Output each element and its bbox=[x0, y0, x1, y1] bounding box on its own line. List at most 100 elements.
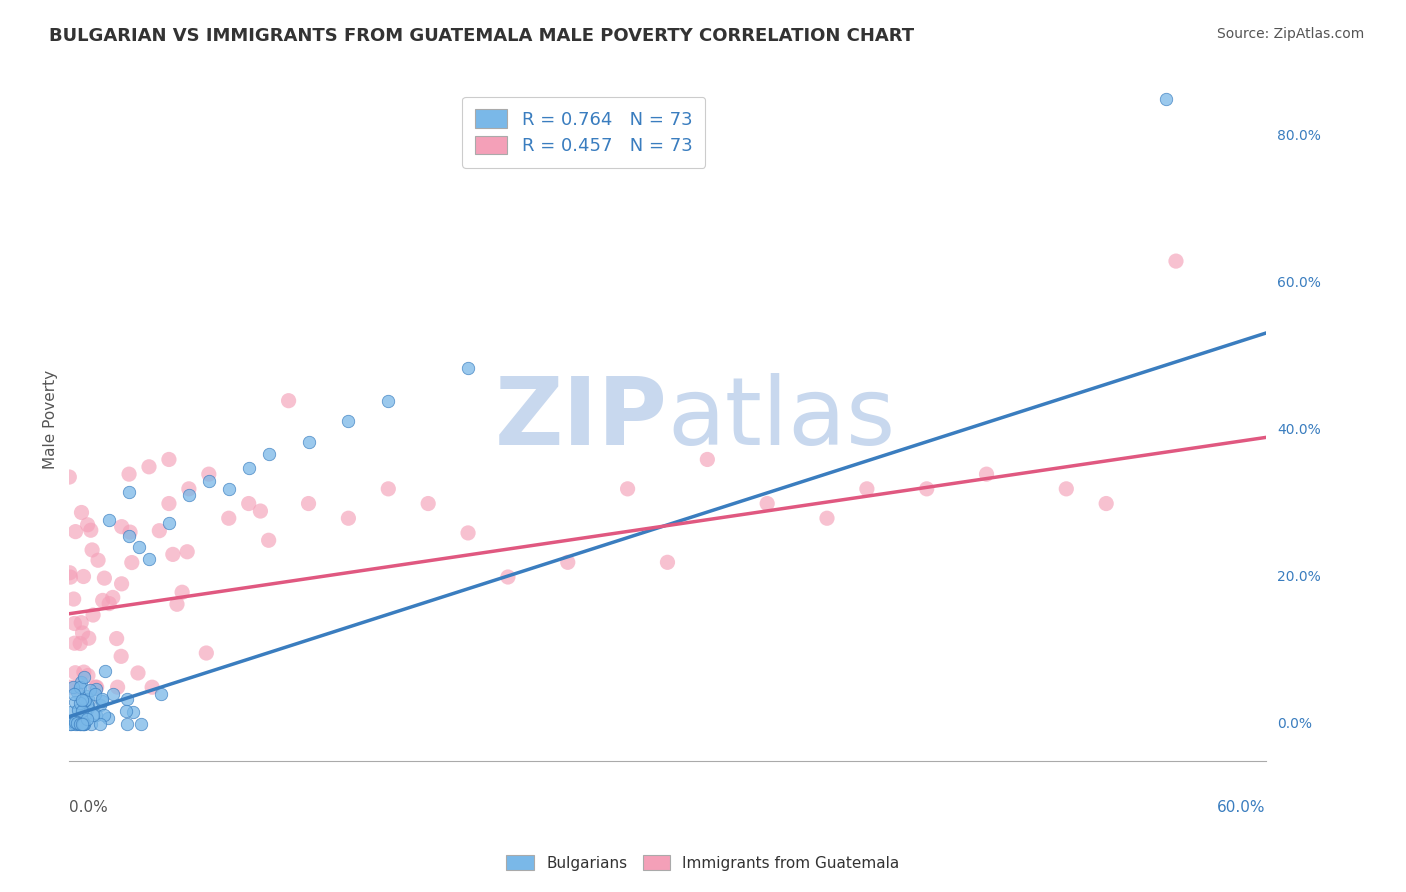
Point bbox=[93, 708, 115, 723]
Point bbox=[75, 690, 97, 704]
Point bbox=[65, 680, 87, 694]
Point bbox=[66, 716, 89, 731]
Point bbox=[249, 504, 271, 518]
Point bbox=[157, 516, 180, 530]
Point bbox=[166, 597, 188, 611]
Point bbox=[297, 497, 319, 511]
Point bbox=[1154, 93, 1177, 107]
Point bbox=[84, 680, 107, 694]
Point bbox=[218, 511, 240, 525]
Point bbox=[657, 555, 679, 569]
Point bbox=[1164, 254, 1187, 268]
Point bbox=[72, 717, 94, 731]
Point bbox=[115, 704, 138, 718]
Point bbox=[238, 497, 260, 511]
Text: BULGARIAN VS IMMIGRANTS FROM GUATEMALA MALE POVERTY CORRELATION CHART: BULGARIAN VS IMMIGRANTS FROM GUATEMALA M… bbox=[49, 27, 914, 45]
Point bbox=[457, 361, 479, 376]
Point bbox=[63, 717, 86, 731]
Point bbox=[72, 702, 94, 716]
Point bbox=[73, 693, 96, 707]
Point bbox=[69, 717, 91, 731]
Point bbox=[257, 533, 280, 548]
Point bbox=[297, 434, 319, 449]
Point bbox=[80, 523, 103, 537]
Point bbox=[138, 459, 160, 474]
Text: ZIP: ZIP bbox=[495, 373, 668, 465]
Point bbox=[73, 706, 96, 721]
Point bbox=[377, 482, 399, 496]
Point bbox=[69, 680, 91, 694]
Text: 60.0%: 60.0% bbox=[1277, 277, 1320, 290]
Point bbox=[59, 570, 82, 584]
Point bbox=[66, 684, 89, 698]
Point bbox=[157, 452, 180, 467]
Point bbox=[118, 525, 141, 540]
Point bbox=[915, 482, 938, 496]
Point bbox=[84, 681, 107, 696]
Legend: R = 0.764   N = 73, R = 0.457   N = 73: R = 0.764 N = 73, R = 0.457 N = 73 bbox=[463, 96, 706, 168]
Text: Source: ZipAtlas.com: Source: ZipAtlas.com bbox=[1216, 27, 1364, 41]
Point bbox=[70, 506, 93, 520]
Point bbox=[76, 517, 98, 532]
Text: 80.0%: 80.0% bbox=[1277, 129, 1320, 144]
Point bbox=[65, 695, 87, 709]
Point bbox=[238, 461, 260, 475]
Point bbox=[1095, 497, 1118, 511]
Point bbox=[76, 701, 98, 715]
Point bbox=[115, 717, 138, 731]
Point bbox=[69, 717, 91, 731]
Point bbox=[76, 713, 98, 727]
Point bbox=[94, 664, 117, 678]
Point bbox=[177, 482, 200, 496]
Point bbox=[59, 566, 82, 580]
Point bbox=[377, 394, 399, 409]
Point bbox=[815, 511, 838, 525]
Text: 60.0%: 60.0% bbox=[1218, 799, 1265, 814]
Point bbox=[80, 717, 103, 731]
Point bbox=[70, 704, 93, 718]
Point bbox=[129, 717, 152, 731]
Point bbox=[337, 511, 360, 525]
Point bbox=[118, 484, 141, 499]
Point bbox=[82, 608, 104, 623]
Text: 40.0%: 40.0% bbox=[1277, 423, 1320, 437]
Point bbox=[105, 632, 128, 646]
Point bbox=[172, 585, 194, 599]
Point bbox=[418, 497, 440, 511]
Point bbox=[63, 636, 86, 650]
Point bbox=[218, 482, 240, 496]
Point bbox=[98, 597, 121, 611]
Point bbox=[110, 577, 132, 591]
Point bbox=[72, 717, 94, 731]
Text: atlas: atlas bbox=[668, 373, 896, 465]
Point bbox=[91, 593, 114, 607]
Point bbox=[79, 682, 101, 697]
Text: 20.0%: 20.0% bbox=[1277, 570, 1320, 584]
Point bbox=[69, 696, 91, 710]
Point bbox=[77, 692, 100, 706]
Y-axis label: Male Poverty: Male Poverty bbox=[44, 369, 58, 468]
Point bbox=[162, 548, 184, 562]
Point bbox=[976, 467, 998, 482]
Point bbox=[82, 543, 104, 558]
Point bbox=[277, 393, 299, 408]
Point bbox=[83, 687, 105, 701]
Point bbox=[616, 482, 638, 496]
Point bbox=[60, 705, 83, 719]
Point bbox=[73, 717, 96, 731]
Point bbox=[457, 525, 479, 540]
Point bbox=[72, 692, 94, 706]
Point bbox=[69, 636, 91, 650]
Point bbox=[337, 414, 360, 428]
Point bbox=[107, 680, 129, 694]
Point bbox=[76, 698, 98, 712]
Point bbox=[138, 551, 160, 566]
Point bbox=[72, 626, 94, 640]
Point bbox=[110, 649, 132, 664]
Point bbox=[89, 717, 111, 731]
Text: 0.0%: 0.0% bbox=[1277, 717, 1312, 731]
Point bbox=[77, 668, 100, 682]
Point bbox=[89, 698, 111, 713]
Point bbox=[696, 452, 718, 467]
Point bbox=[111, 519, 134, 533]
